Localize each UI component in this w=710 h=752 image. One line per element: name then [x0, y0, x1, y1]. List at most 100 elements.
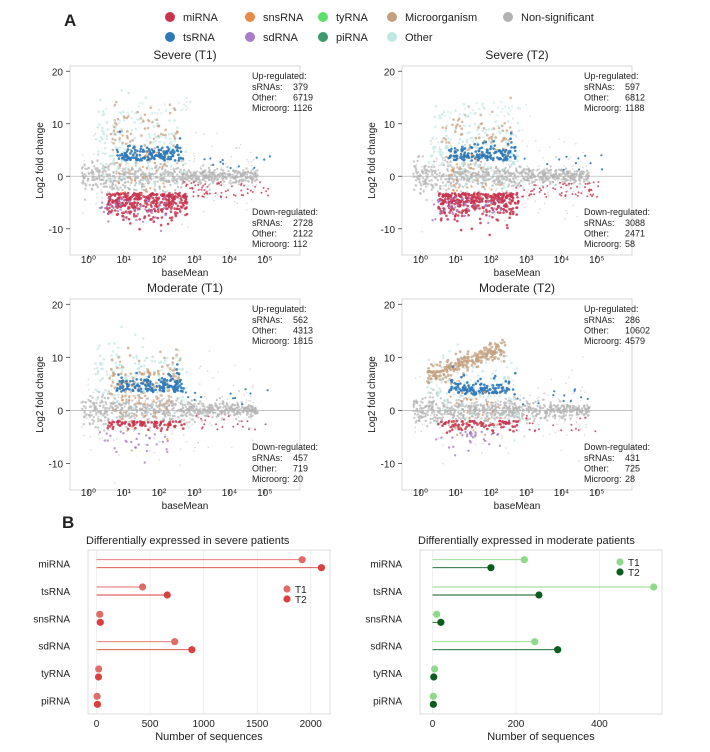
data-point	[472, 167, 475, 171]
data-point	[134, 179, 137, 182]
data-point	[157, 124, 161, 128]
data-point	[130, 181, 133, 184]
data-point	[118, 175, 121, 178]
data-point	[440, 176, 442, 179]
data-point	[533, 184, 536, 187]
data-point	[120, 407, 124, 410]
data-point	[178, 167, 180, 170]
data-point	[504, 209, 508, 212]
data-point	[147, 157, 151, 161]
data-point	[572, 204, 575, 207]
data-point	[543, 193, 546, 195]
data-point	[118, 415, 120, 418]
data-point	[124, 394, 127, 398]
data-point	[89, 394, 92, 398]
up-row-label: sRNAs:	[584, 82, 615, 92]
data-point	[522, 176, 525, 179]
data-point	[212, 408, 215, 412]
data-point	[436, 190, 439, 193]
data-point	[163, 184, 165, 186]
data-point	[166, 222, 170, 226]
data-point	[413, 175, 416, 178]
data-point	[472, 200, 476, 204]
x-axis-label: baseMean	[162, 268, 209, 279]
data-point	[421, 170, 424, 173]
data-point	[421, 155, 424, 158]
data-point	[222, 183, 224, 185]
data-point	[188, 407, 191, 410]
data-point	[180, 402, 184, 406]
data-point	[94, 426, 97, 429]
data-point	[508, 198, 512, 201]
data-point	[414, 179, 418, 182]
data-point	[464, 200, 468, 203]
data-point	[112, 159, 115, 163]
data-point	[172, 167, 175, 169]
data-point	[205, 178, 208, 180]
data-point	[251, 439, 254, 442]
data-point	[178, 417, 180, 420]
data-point	[255, 156, 258, 159]
data-point	[133, 385, 137, 389]
data-point	[120, 390, 123, 393]
data-point	[467, 175, 471, 178]
data-point	[488, 233, 492, 237]
data-point	[161, 194, 164, 198]
data-point	[435, 176, 438, 180]
data-point	[193, 420, 196, 424]
data-point	[523, 206, 526, 208]
data-point	[171, 356, 175, 360]
data-point	[237, 405, 241, 409]
data-point	[545, 195, 548, 198]
data-point	[123, 158, 126, 161]
data-point	[517, 200, 520, 203]
data-point	[203, 405, 206, 408]
data-point	[240, 189, 243, 192]
data-point	[224, 407, 228, 410]
data-point	[243, 184, 246, 187]
data-point	[132, 153, 135, 156]
data-point	[152, 216, 155, 219]
data-point	[172, 168, 176, 171]
data-point	[116, 165, 120, 169]
data-point	[541, 178, 545, 181]
data-point	[453, 215, 457, 218]
data-point	[477, 153, 481, 157]
data-point	[480, 195, 483, 197]
data-point	[560, 192, 563, 194]
data-point	[572, 178, 575, 181]
data-point	[178, 101, 181, 104]
data-point	[83, 182, 87, 185]
data-point	[194, 409, 196, 411]
data-point	[500, 177, 504, 180]
data-point	[103, 207, 107, 210]
data-point	[149, 177, 151, 180]
data-point	[184, 192, 187, 196]
data-point	[502, 193, 506, 196]
data-point	[109, 392, 112, 395]
data-point	[472, 206, 476, 210]
data-point	[267, 187, 270, 190]
data-point	[200, 412, 203, 415]
data-point	[170, 219, 173, 222]
data-point	[251, 405, 254, 408]
data-point	[175, 210, 178, 212]
data-point	[447, 136, 450, 140]
data-point	[182, 103, 185, 106]
data-point	[118, 367, 122, 370]
data-point	[240, 182, 243, 185]
data-point	[242, 174, 245, 177]
data-point	[100, 412, 103, 415]
data-point	[199, 383, 201, 385]
data-point	[153, 414, 155, 416]
data-point	[134, 172, 137, 175]
data-point	[430, 143, 432, 145]
data-point	[209, 157, 212, 160]
data-point	[127, 407, 131, 411]
data-point	[136, 401, 138, 403]
data-point	[591, 195, 594, 198]
data-point	[508, 211, 512, 215]
data-point	[190, 405, 194, 408]
data-point	[161, 417, 163, 420]
data-point	[470, 227, 474, 231]
